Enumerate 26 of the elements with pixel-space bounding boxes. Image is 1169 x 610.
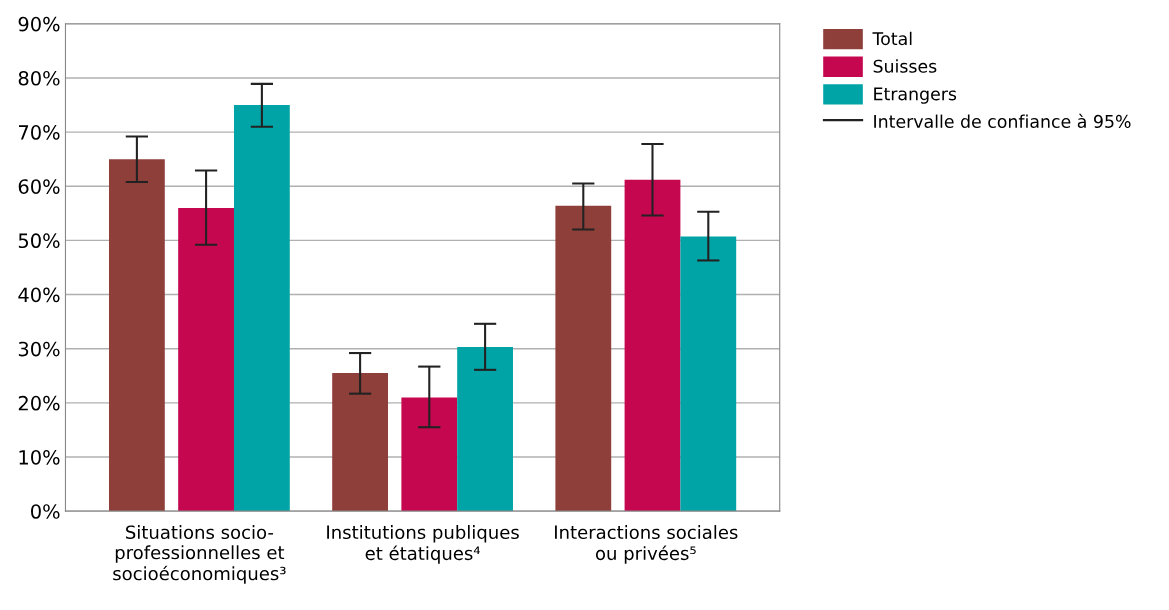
x-tick-label: Interactions sociales ou privées⁵ [555,525,738,564]
bar [555,205,612,512]
legend-label: Etrangers [874,87,957,104]
bar [457,347,513,512]
x-tick-label: Institutions publiques et étatiques⁴ [327,525,519,564]
bar [680,236,737,512]
y-tick-label: 30% [18,341,60,357]
bar [108,159,165,512]
y-tick-label: 90% [18,16,60,32]
y-tick-label: 80% [18,70,60,86]
x-tick-label: Situations socio- professionnelles et socioéconomiques³ [113,525,286,584]
bar [332,373,388,512]
bar [233,105,290,512]
bar [401,397,458,512]
y-tick-label: 60% [18,179,60,194]
y-tick-label: 20% [18,395,60,411]
bar [624,179,681,512]
legend-label: Suisses [873,59,937,73]
y-tick-label: 10% [19,449,60,465]
y-tick-label: 70% [18,125,60,140]
y-tick-label: 40% [18,287,60,303]
y-tick-label: 50% [18,233,60,249]
text: Intervalle de confiance à 95% [874,113,1131,128]
bar [178,207,234,512]
y-tick-label: 0% [31,504,60,519]
legend-label: Total [872,31,912,46]
